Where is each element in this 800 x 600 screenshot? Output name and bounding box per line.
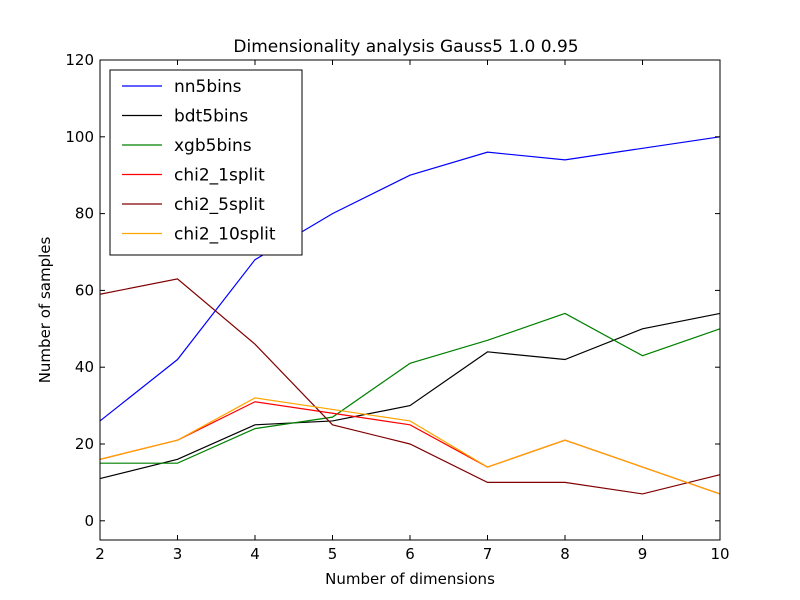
chart-title: Dimensionality analysis Gauss5 1.0 0.95 xyxy=(233,37,578,57)
legend-label-chi2_1split: chi2_1split xyxy=(174,166,265,186)
legend-label-xgb5bins: xgb5bins xyxy=(174,136,252,156)
series-line-chi2_5split xyxy=(99,278,721,495)
x-tick-label: 10 xyxy=(710,545,729,563)
x-tick-label: 8 xyxy=(560,545,570,563)
y-tick-label: 40 xyxy=(75,358,94,376)
legend-box xyxy=(109,69,303,256)
series-line-xgb5bins xyxy=(100,312,721,464)
x-tick-label: 2 xyxy=(95,545,105,563)
series-line-nn5bins xyxy=(99,136,721,422)
series-line-chi2_10split xyxy=(99,397,721,495)
y-tick-label: 80 xyxy=(75,205,94,223)
x-tick-label: 6 xyxy=(405,545,415,563)
x-axis-label: Number of dimensions xyxy=(325,570,495,588)
legend-label-chi2_5split: chi2_5split xyxy=(174,195,265,215)
legend-label-chi2_10split: chi2_10split xyxy=(174,225,276,245)
series-line-chi2_1split xyxy=(99,401,721,495)
x-tick-label: 4 xyxy=(250,545,260,563)
series-line-bdt5bins xyxy=(99,312,721,480)
y-tick-label: 60 xyxy=(75,281,94,299)
y-tick-label: 120 xyxy=(65,51,94,69)
legend-label-nn5bins: nn5bins xyxy=(174,77,242,97)
y-tick-label: 20 xyxy=(75,435,94,453)
legend: nn5bins bdt5bins xgb5bins chi2_1split chi2_5… xyxy=(109,69,303,256)
y-tick-label: 100 xyxy=(65,128,94,146)
y-axis-label: Number of samples xyxy=(36,237,54,384)
x-tick-label: 5 xyxy=(328,545,338,563)
x-tick-label: 7 xyxy=(483,545,493,563)
x-tick-label: 3 xyxy=(173,545,183,563)
x-tick-label: 9 xyxy=(638,545,648,563)
legend-label-bdt5bins: bdt5bins xyxy=(174,107,248,127)
y-tick-label: 0 xyxy=(84,512,94,530)
